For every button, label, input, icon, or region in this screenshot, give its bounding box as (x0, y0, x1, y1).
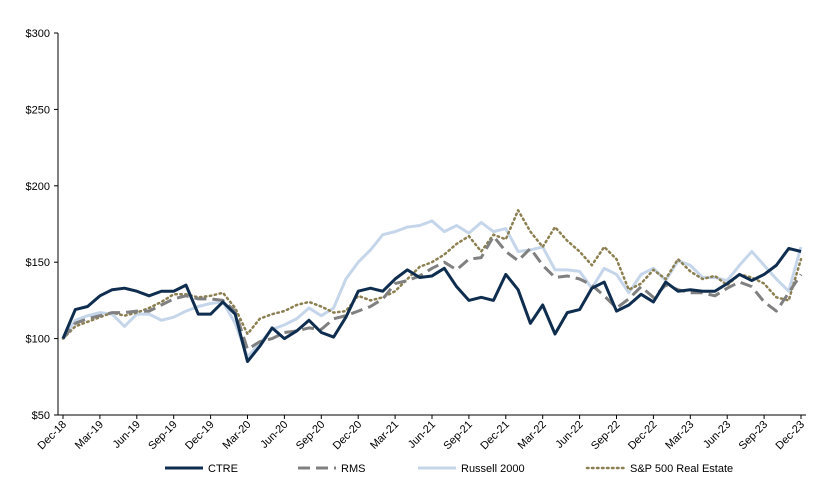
y-tick-label: $50 (32, 410, 50, 422)
x-tick-label: Sep-23 (737, 419, 771, 453)
x-tick-label: Mar-20 (220, 419, 253, 452)
legend: CTRE RMS Russell 2000 S&P 500 Real Estate (165, 463, 733, 475)
series-line-s-p-500-real-estate (61, 209, 803, 340)
x-tick-label: Dec-23 (774, 419, 808, 453)
legend-label: RMS (341, 463, 365, 475)
y-tick-label: $150 (26, 257, 50, 269)
legend-label: Russell 2000 (461, 463, 525, 475)
x-tick-label: Jun-22 (553, 419, 585, 451)
y-axis: $50 $100 $150 $200 $250 $300 (26, 28, 59, 422)
series-layer (61, 209, 803, 364)
legend-item: S&P 500 Real Estate (585, 463, 733, 475)
x-tick-label: Jun-23 (701, 419, 733, 451)
x-tick-label: Sep-19 (146, 419, 180, 453)
x-tick-label: Dec-22 (626, 419, 660, 453)
x-tick-label: Mar-19 (73, 419, 106, 452)
y-tick-label: $300 (26, 28, 50, 40)
x-tick-label: Mar-21 (368, 419, 401, 452)
x-tick-label: Mar-23 (663, 419, 696, 452)
x-tick-label: Dec-21 (478, 419, 512, 453)
x-tick-label: Jun-19 (111, 419, 143, 451)
x-tick-label: Dec-19 (183, 419, 217, 453)
x-axis: Dec-18 Mar-19 Jun-19 Sep-19 Dec-19 Mar-20 Jun-… (36, 414, 808, 453)
x-tick-label: Dec-18 (36, 419, 70, 453)
x-tick-label: Sep-22 (589, 419, 623, 453)
legend-item: RMS (298, 463, 365, 475)
legend-item: Russell 2000 (418, 463, 525, 475)
series-line-rms (61, 234, 803, 351)
x-tick-label: Dec-20 (331, 419, 365, 453)
x-tick-label: Sep-21 (441, 419, 475, 453)
x-tick-label: Jun-21 (406, 419, 438, 451)
y-tick-label: $100 (26, 334, 50, 346)
y-tick-label: $250 (26, 104, 50, 116)
x-tick-label: Mar-22 (516, 419, 549, 452)
series-line-ctre (61, 246, 802, 364)
legend-label: S&P 500 Real Estate (630, 463, 733, 475)
y-tick-label: $200 (26, 181, 50, 193)
legend-item: CTRE (165, 463, 238, 475)
x-tick-label: Sep-20 (294, 419, 328, 453)
x-tick-label: Jun-20 (258, 419, 290, 451)
legend-label: CTRE (208, 463, 238, 475)
